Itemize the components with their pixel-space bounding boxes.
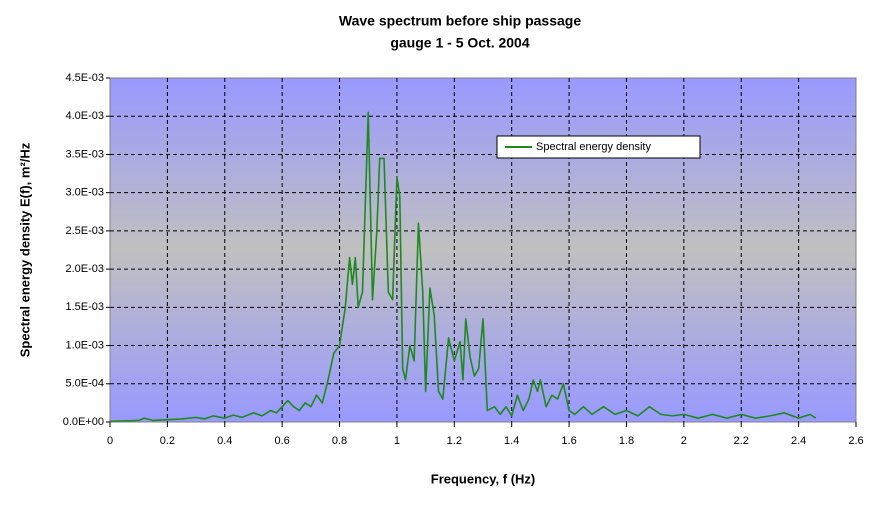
x-tick-label: 0.4 bbox=[217, 435, 232, 447]
chart-subtitle: gauge 1 - 5 Oct. 2004 bbox=[390, 35, 529, 51]
plot-area bbox=[109, 77, 857, 423]
legend-label: Spectral energy density bbox=[536, 141, 651, 153]
y-tick-label: 4.5E-03 bbox=[65, 72, 104, 84]
x-tick-label: 0.6 bbox=[275, 435, 290, 447]
x-tick-label: 0.8 bbox=[332, 435, 347, 447]
marks bbox=[109, 111, 817, 423]
legend-box bbox=[496, 135, 701, 159]
chart-title: Wave spectrum before ship passage bbox=[339, 13, 581, 29]
x-tick-label: 1.2 bbox=[447, 435, 462, 447]
x-tick-label: 2.4 bbox=[791, 435, 806, 447]
y-tick-label: 2.5E-03 bbox=[65, 225, 104, 237]
y-tick-label: 5.0E-04 bbox=[65, 378, 104, 390]
y-tick-label: 1.5E-03 bbox=[65, 301, 104, 313]
x-tick-label: 1 bbox=[394, 435, 400, 447]
y-tick-label: 3.0E-03 bbox=[65, 187, 104, 199]
x-tick-label: 2 bbox=[681, 435, 687, 447]
y-tick-label: 2.0E-03 bbox=[65, 263, 104, 275]
data-line bbox=[109, 111, 817, 423]
y-tick-label: 0.0E+00 bbox=[63, 416, 104, 428]
x-tick-label: 0.2 bbox=[160, 435, 175, 447]
x-tick-label: 1.4 bbox=[504, 435, 519, 447]
y-tick-label: 3.5E-03 bbox=[65, 148, 104, 160]
x-tick-label: 1.8 bbox=[619, 435, 634, 447]
y-tick-label: 1.0E-03 bbox=[65, 339, 104, 351]
x-tick-label: 0 bbox=[107, 435, 113, 447]
x-tick-label: 2.2 bbox=[734, 435, 749, 447]
y-tick-label: 4.0E-03 bbox=[65, 110, 104, 122]
x-tick-label: 2.6 bbox=[848, 435, 863, 447]
y-axis-title: Spectral energy density E(f), m²/Hz bbox=[17, 142, 32, 357]
grid bbox=[106, 77, 857, 427]
x-tick-label: 1.6 bbox=[561, 435, 576, 447]
x-axis-title: Frequency, f (Hz) bbox=[431, 471, 536, 486]
